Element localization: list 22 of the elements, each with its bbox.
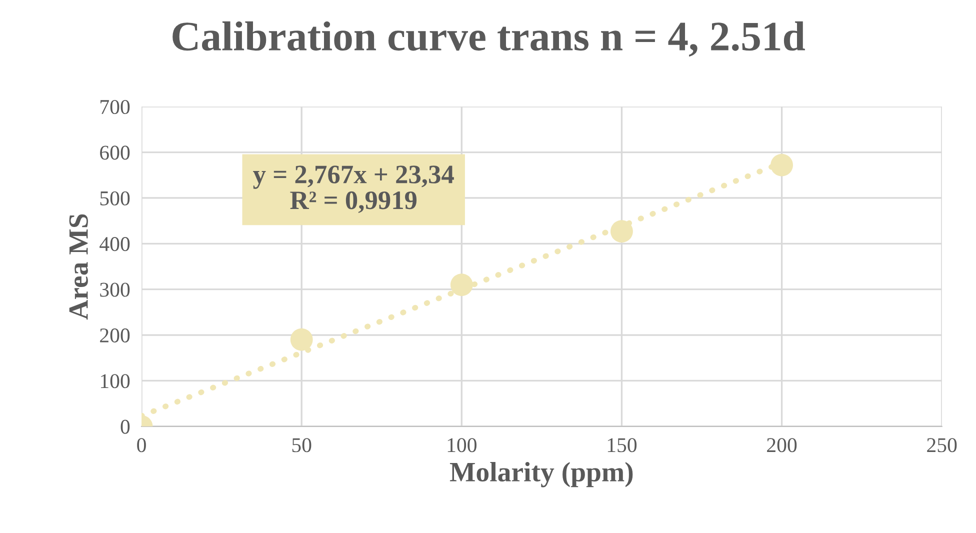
- y-tick-label: 300: [100, 282, 130, 297]
- chart-title: Calibration curve trans n = 4, 2.51d: [172, 21, 805, 57]
- y-tick-label: 400: [100, 237, 130, 252]
- y-tick-label: 200: [100, 328, 130, 342]
- y-axis-title: Area MS: [69, 214, 88, 320]
- x-tick-label: 150: [608, 438, 637, 452]
- y-tick-label: 500: [100, 191, 130, 206]
- annotation: y = 2,767x + 23,34 R² = 0,9919: [253, 166, 454, 214]
- x-tick-label: 200: [767, 438, 797, 452]
- x-axis-title: Molarity (ppm): [450, 462, 633, 488]
- point: [450, 274, 473, 296]
- y-tick-label: 700: [100, 100, 130, 114]
- x-tick-label: 100: [448, 438, 476, 452]
- point: [770, 154, 793, 176]
- x-tick-label: 50: [292, 438, 312, 452]
- x-tick-label: 0: [137, 438, 146, 452]
- y-tick-label: 100: [100, 374, 130, 388]
- point: [290, 328, 313, 351]
- x-tick-label: 250: [927, 438, 957, 452]
- y-tick-label: 600: [100, 146, 130, 160]
- y-tick-label: 0: [120, 420, 130, 434]
- point: [610, 220, 633, 243]
